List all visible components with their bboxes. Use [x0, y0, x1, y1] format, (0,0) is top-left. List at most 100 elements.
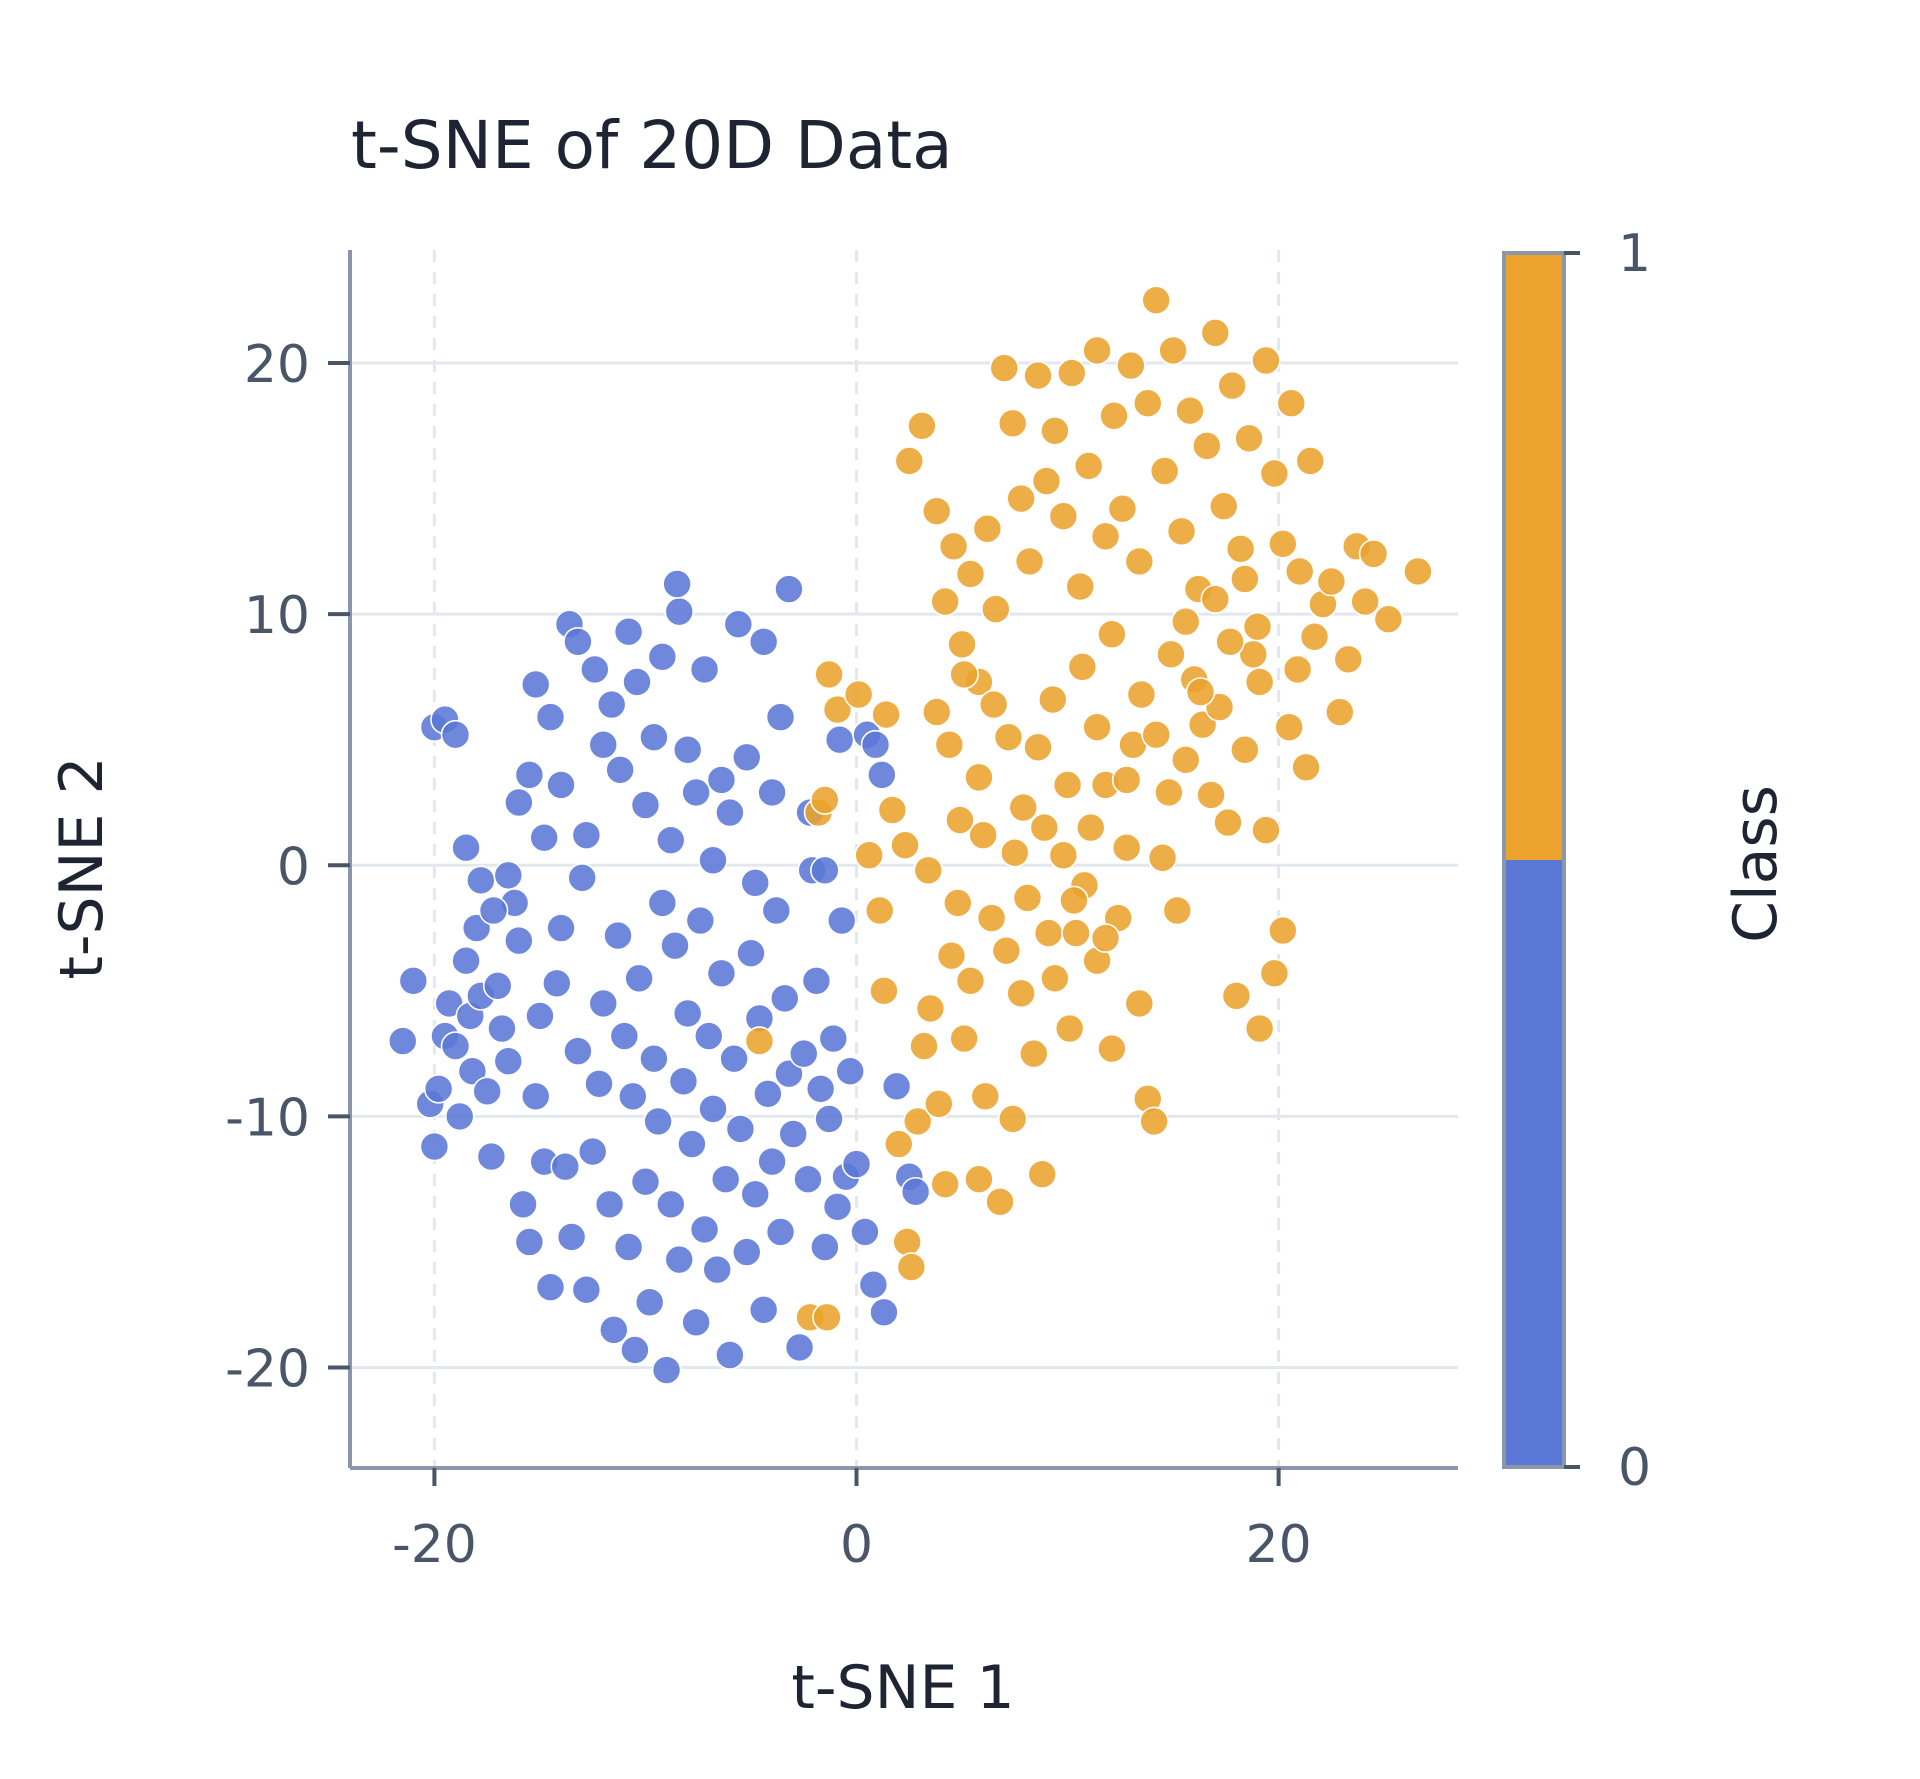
point-class-1-115 [1208, 491, 1239, 521]
point-class-0-133 [723, 609, 754, 639]
point-class-0-85 [805, 1073, 836, 1104]
point-class-1-73 [1333, 644, 1364, 675]
point-class-0-128 [681, 777, 711, 808]
point-class-0-143 [824, 724, 855, 755]
colorbar-tick-label-1: 1 [1618, 224, 1651, 284]
point-class-1-14 [896, 1252, 927, 1282]
point-class-0-29 [550, 1151, 581, 1182]
point-class-0-114 [563, 626, 593, 657]
chart-title: t-SNE of 20D Data [351, 107, 953, 184]
point-class-0-67 [725, 1114, 756, 1144]
point-class-1-150 [999, 837, 1030, 868]
point-class-0-44 [624, 963, 654, 994]
point-class-1-77 [1373, 604, 1404, 634]
point-class-1-157 [871, 699, 901, 730]
point-class-1-137 [1082, 712, 1112, 742]
point-class-0-124 [647, 642, 678, 672]
point-class-1-68 [1291, 752, 1321, 783]
point-class-0-73 [753, 1079, 783, 1109]
colorbar-segment-class-0 [1504, 860, 1564, 1467]
point-class-0-30 [556, 1222, 587, 1252]
y-ticks: -20 -10 0 10 20 [225, 335, 350, 1400]
point-class-0-104 [466, 865, 496, 896]
point-class-0-129 [689, 654, 720, 685]
point-class-0-15 [476, 1141, 507, 1172]
point-class-0-95 [858, 1269, 889, 1300]
point-class-1-90 [997, 408, 1028, 439]
point-class-1-15 [902, 1106, 933, 1137]
point-class-0-112 [546, 770, 576, 800]
point-class-1-106 [1132, 388, 1163, 418]
point-class-0-46 [634, 1287, 665, 1318]
point-class-1-144 [1185, 677, 1216, 707]
point-class-0-32 [567, 863, 597, 893]
point-class-1-8 [854, 840, 884, 871]
point-class-1-53 [1170, 745, 1201, 775]
point-class-0-69 [736, 938, 766, 968]
point-class-0-52 [660, 930, 690, 961]
point-class-0-60 [693, 1021, 724, 1051]
point-class-0-47 [639, 1043, 669, 1074]
point-class-0-14 [472, 1076, 502, 1107]
point-class-1-81 [921, 496, 952, 526]
point-class-1-24 [964, 1164, 994, 1194]
point-class-0-7 [440, 1031, 471, 1061]
point-class-0-54 [668, 1066, 699, 1097]
point-class-0-56 [677, 1129, 707, 1159]
point-class-0-107 [504, 787, 534, 818]
point-class-0-51 [655, 1189, 686, 1220]
point-class-0-90 [826, 905, 857, 936]
point-class-0-94 [850, 1217, 880, 1247]
point-class-1-23 [955, 965, 986, 996]
point-class-0-1 [398, 965, 429, 996]
point-class-1-125 [1295, 446, 1326, 476]
point-class-1-18 [924, 1089, 954, 1119]
point-class-1-10 [869, 976, 899, 1006]
point-class-0-92 [835, 1056, 865, 1087]
point-class-1-139 [1111, 765, 1142, 795]
point-class-0-142 [810, 855, 840, 886]
point-class-1-30 [1006, 978, 1036, 1009]
point-class-0-127 [672, 734, 703, 765]
point-class-0-57 [681, 1307, 711, 1338]
point-class-0-125 [655, 825, 686, 855]
point-class-0-77 [769, 983, 800, 1014]
point-class-1-123 [1276, 388, 1307, 418]
point-class-0-103 [451, 832, 481, 863]
y-tick-label-3: 10 [244, 586, 310, 646]
point-class-0-145 [860, 729, 891, 760]
point-class-0-97 [881, 1071, 912, 1102]
point-class-1-47 [1124, 988, 1155, 1019]
point-class-1-101 [1090, 521, 1121, 552]
point-class-0-78 [774, 1058, 804, 1089]
point-class-1-153 [1090, 923, 1121, 953]
point-class-1-149 [968, 820, 998, 850]
point-class-1-75 [1350, 586, 1380, 617]
point-class-1-2 [812, 1302, 842, 1333]
point-class-0-4 [423, 1073, 454, 1104]
point-class-0-68 [731, 1237, 762, 1267]
point-class-0-11 [457, 1056, 488, 1087]
point-class-0-58 [685, 905, 716, 936]
point-class-1-147 [1230, 564, 1260, 594]
point-class-0-34 [577, 1136, 608, 1167]
colorbar-label: Class [1721, 785, 1791, 943]
point-class-1-64 [1259, 958, 1290, 989]
point-class-1-19 [930, 1169, 960, 1200]
point-class-0-134 [731, 742, 762, 773]
point-class-0-31 [563, 1036, 593, 1066]
point-class-0-72 [748, 1294, 779, 1325]
point-class-0-96 [869, 1297, 899, 1328]
point-class-0-140 [662, 569, 692, 599]
y-tick-label-4: 20 [244, 335, 310, 395]
point-class-1-156 [890, 830, 920, 860]
point-class-0-18 [493, 1046, 524, 1076]
point-class-1-78 [1403, 556, 1433, 587]
point-class-0-136 [748, 626, 779, 657]
x-tick-label-1: 0 [840, 1515, 873, 1575]
point-class-1-111 [1175, 395, 1205, 426]
point-class-1-22 [949, 1023, 979, 1054]
point-class-0-89 [822, 1192, 853, 1222]
point-class-0-33 [571, 1274, 602, 1305]
point-class-1-148 [1244, 667, 1275, 697]
